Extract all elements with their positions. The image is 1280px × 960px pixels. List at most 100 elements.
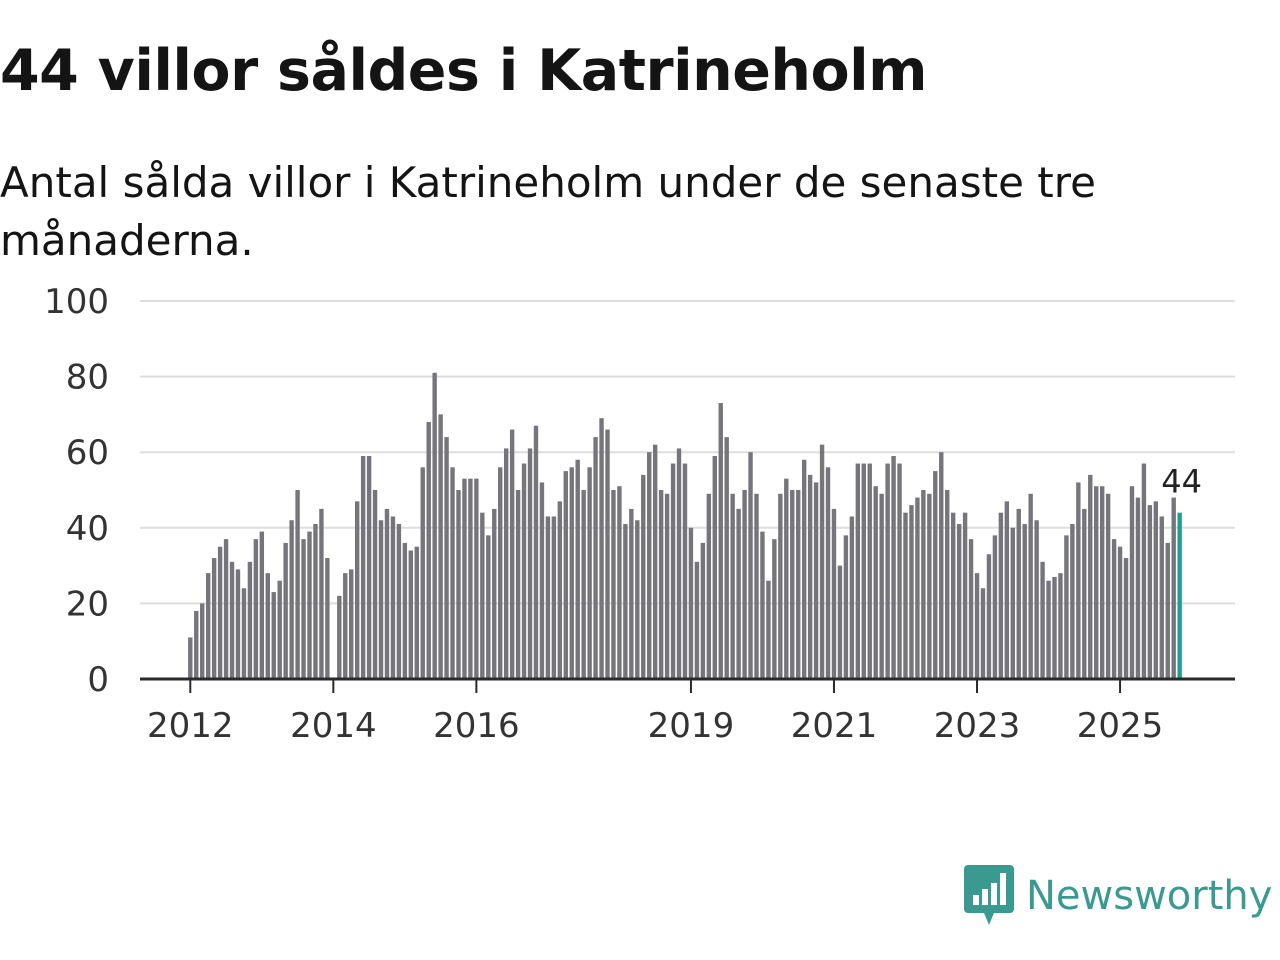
bar	[879, 493, 884, 679]
bar	[241, 588, 247, 679]
bar	[259, 531, 265, 679]
bar	[557, 501, 563, 679]
bar	[694, 561, 700, 679]
bar	[915, 497, 920, 679]
bar	[289, 520, 294, 679]
bar	[366, 455, 372, 679]
bar	[569, 467, 574, 679]
bar	[349, 569, 354, 679]
bar	[670, 463, 676, 679]
bar	[354, 501, 360, 679]
bar	[986, 554, 992, 679]
bar	[575, 459, 580, 679]
bar	[772, 539, 777, 679]
bar	[825, 467, 831, 679]
bar	[1058, 573, 1063, 679]
bar	[706, 493, 712, 679]
bar	[313, 524, 318, 679]
bar	[623, 524, 628, 679]
bar	[629, 508, 634, 679]
bar	[742, 490, 747, 679]
bar	[474, 478, 479, 679]
bar	[688, 527, 694, 679]
bar	[545, 516, 551, 679]
bar	[1111, 539, 1117, 679]
bar	[1105, 493, 1111, 679]
bar	[992, 535, 998, 679]
bar	[885, 463, 890, 679]
highlight-bar	[1177, 512, 1182, 679]
bar	[456, 490, 461, 679]
chart-title: 44 villor såldes i Katrineholm	[0, 38, 928, 104]
bar	[635, 520, 640, 679]
bar	[819, 444, 825, 679]
bar	[861, 463, 866, 679]
bar	[1094, 486, 1099, 679]
bar	[1159, 516, 1164, 679]
bar	[1076, 482, 1081, 679]
bar	[217, 546, 223, 679]
bar	[641, 474, 646, 679]
bar	[402, 542, 408, 679]
bar	[617, 486, 622, 679]
bar	[1052, 576, 1057, 679]
bar	[587, 467, 592, 679]
bar	[283, 542, 288, 679]
y-tick-label: 80	[66, 358, 109, 398]
bar	[593, 437, 598, 679]
bar	[903, 512, 908, 679]
bar	[813, 482, 819, 679]
bar	[1141, 463, 1147, 679]
bar	[503, 448, 509, 679]
bar	[1099, 486, 1105, 679]
bar	[831, 508, 837, 679]
bar	[414, 546, 419, 679]
bar	[676, 448, 682, 679]
bar	[521, 463, 527, 679]
bar	[605, 429, 610, 679]
bar	[319, 508, 324, 679]
bar	[390, 516, 396, 679]
bar	[873, 486, 878, 679]
bar	[188, 637, 193, 679]
bar	[396, 524, 402, 679]
bar	[1165, 542, 1170, 679]
bar	[1088, 474, 1093, 679]
bar	[1129, 486, 1135, 679]
bar	[855, 463, 861, 679]
bar	[754, 493, 759, 679]
bar	[962, 512, 968, 679]
bar	[891, 455, 896, 679]
bar	[438, 414, 443, 679]
bar	[807, 474, 813, 679]
bar	[444, 437, 449, 679]
newsworthy-logo-icon	[964, 865, 1014, 925]
bar	[480, 512, 485, 679]
bar	[1016, 508, 1021, 679]
bar	[486, 535, 491, 679]
bar	[1022, 524, 1027, 679]
bar	[1123, 558, 1129, 679]
bar	[718, 403, 723, 679]
x-tick-label: 2025	[1077, 706, 1164, 740]
bar	[1082, 508, 1087, 679]
bar	[658, 490, 664, 679]
bar	[801, 459, 807, 679]
bar	[194, 610, 199, 679]
y-tick-label: 0	[87, 660, 109, 700]
bar	[468, 478, 473, 679]
bar	[498, 467, 503, 679]
bar	[849, 516, 855, 679]
bar	[980, 588, 986, 679]
bar	[748, 452, 753, 679]
bar	[229, 561, 235, 679]
bar	[611, 490, 616, 679]
bar	[974, 573, 980, 679]
bar	[730, 493, 735, 679]
bar	[235, 569, 241, 679]
bar	[509, 429, 515, 679]
bar	[277, 580, 282, 679]
bar	[223, 539, 229, 679]
bar	[372, 490, 378, 679]
bar	[420, 467, 425, 679]
